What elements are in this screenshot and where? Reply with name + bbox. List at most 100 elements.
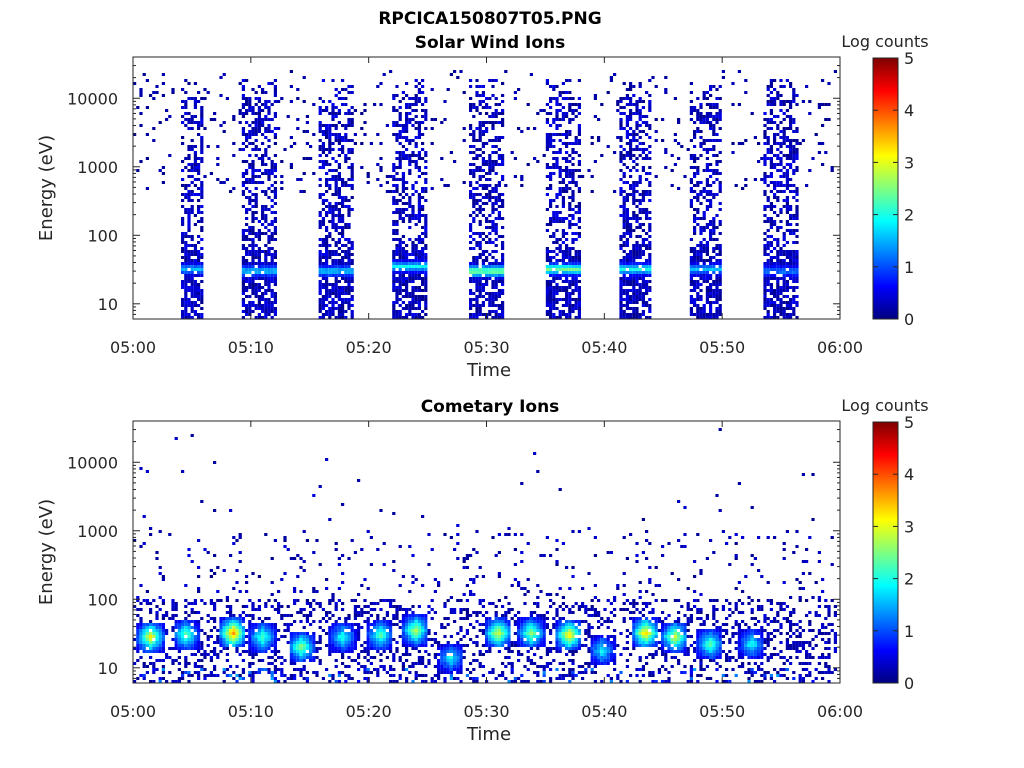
heatmap-cell: [347, 124, 351, 127]
heatmap-cell: [245, 650, 249, 653]
heatmap-cell: [645, 211, 649, 214]
heatmap-cell: [555, 193, 559, 196]
heatmap-cell: [241, 160, 245, 163]
heatmap-cell: [702, 277, 706, 280]
heatmap-cell: [792, 100, 796, 103]
heatmap-cell: [645, 133, 649, 136]
heatmap-cell: [350, 295, 354, 298]
heatmap-cell: [689, 157, 693, 160]
heatmap-cell: [408, 226, 412, 229]
heatmap-cell: [481, 121, 485, 124]
heatmap-cell: [635, 292, 639, 295]
heatmap-cell: [654, 139, 658, 142]
heatmap-cell: [699, 217, 703, 220]
heatmap-cell: [488, 166, 492, 169]
heatmap-cell: [689, 256, 693, 259]
heatmap-cell: [469, 316, 473, 319]
heatmap-cell: [267, 238, 271, 241]
heatmap-cell: [321, 130, 325, 133]
heatmap-cell: [641, 196, 645, 199]
colorbar-tick-label: 1: [904, 258, 914, 277]
heatmap-cell: [776, 133, 780, 136]
heatmap-cell: [145, 641, 149, 644]
heatmap-cell: [565, 175, 569, 178]
heatmap-cell: [648, 145, 652, 148]
heatmap-cell: [763, 262, 767, 265]
heatmap-cell: [328, 100, 332, 103]
heatmap-cell: [193, 166, 197, 169]
heatmap-cell: [472, 247, 476, 250]
heatmap-cell: [181, 115, 185, 118]
heatmap-cell: [414, 277, 418, 280]
heatmap-cell: [155, 551, 159, 554]
heatmap-cell: [645, 91, 649, 94]
heatmap-cell: [773, 301, 777, 304]
heatmap-cell: [472, 175, 476, 178]
heatmap-cell: [469, 169, 473, 172]
heatmap-cells-solar-wind: [133, 70, 837, 319]
heatmap-cell: [341, 139, 345, 142]
heatmap-cell: [619, 244, 623, 247]
heatmap-cell: [789, 115, 793, 118]
heatmap-cell: [229, 620, 233, 623]
heatmap-cell: [257, 100, 261, 103]
heatmap-cell: [405, 286, 409, 289]
heatmap-cell: [558, 139, 562, 142]
heatmap-cell: [296, 118, 300, 121]
heatmap-cell: [248, 100, 252, 103]
heatmap-cell: [792, 196, 796, 199]
heatmap-cell: [392, 250, 396, 253]
heatmap-cell: [190, 286, 194, 289]
heatmap-cell: [318, 106, 322, 109]
heatmap-cell: [709, 295, 713, 298]
heatmap-cell: [651, 76, 655, 79]
heatmap-cell: [171, 617, 175, 620]
heatmap-cell: [414, 244, 418, 247]
heatmap-cell: [331, 298, 335, 301]
heatmap-cell: [187, 313, 191, 316]
heatmap-cell: [629, 115, 633, 118]
heatmap-cell: [273, 229, 277, 232]
heatmap-cell: [766, 265, 770, 268]
heatmap-cell: [680, 145, 684, 148]
heatmap-cell: [395, 316, 399, 319]
heatmap-cell: [782, 235, 786, 238]
heatmap-cell: [789, 286, 793, 289]
heatmap-cell: [408, 310, 412, 313]
heatmap-cell: [552, 121, 556, 124]
heatmap-cell: [577, 187, 581, 190]
heatmap-cell: [229, 641, 233, 644]
heatmap-cell: [565, 271, 569, 274]
heatmap-cell: [568, 262, 572, 265]
heatmap-cell: [478, 292, 482, 295]
heatmap-cell: [629, 112, 633, 115]
heatmap-cell: [549, 106, 553, 109]
heatmap-cell: [273, 127, 277, 130]
heatmap-cell: [401, 202, 405, 205]
heatmap-cell: [200, 295, 204, 298]
heatmap-cell: [267, 241, 271, 244]
heatmap-cell: [491, 310, 495, 313]
heatmap-cell: [792, 94, 796, 97]
heatmap-cell: [417, 166, 421, 169]
heatmap-cell: [494, 184, 498, 187]
heatmap-cell: [398, 238, 402, 241]
heatmap-cell: [597, 136, 601, 139]
heatmap-cell: [792, 91, 796, 94]
heatmap-cell: [251, 259, 255, 262]
heatmap-cell: [763, 172, 767, 175]
heatmap-cell: [225, 659, 229, 662]
heatmap-cell: [641, 193, 645, 196]
heatmap-cell: [200, 205, 204, 208]
heatmap-cell: [248, 238, 252, 241]
heatmap-cell: [261, 650, 265, 653]
heatmap-cell: [411, 280, 415, 283]
heatmap-cell: [619, 295, 623, 298]
heatmap-cell: [337, 268, 341, 271]
heatmap-cell: [689, 313, 693, 316]
heatmap-cell: [136, 677, 140, 680]
heatmap-cell: [635, 262, 639, 265]
heatmap-cell: [241, 247, 245, 250]
heatmap-cell: [395, 211, 399, 214]
heatmap-cell: [629, 85, 633, 88]
